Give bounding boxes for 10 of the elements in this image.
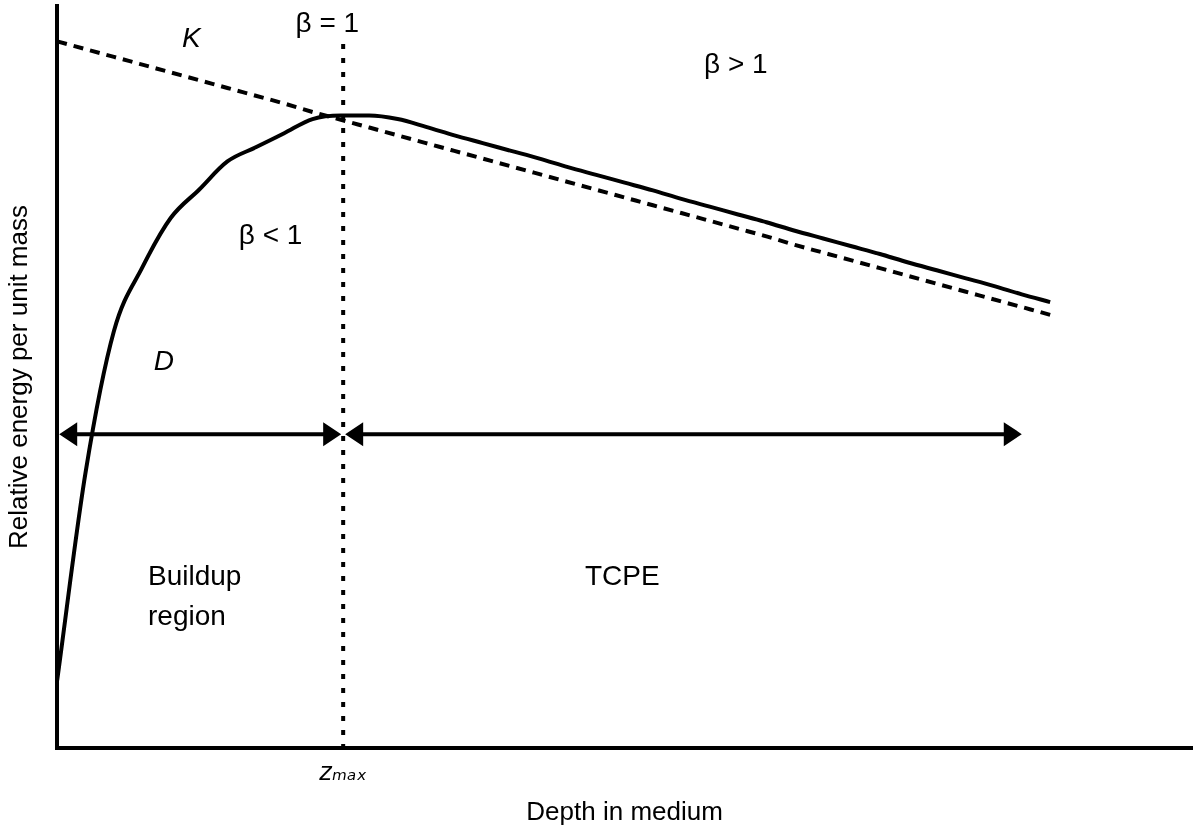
x-axis-title: Depth in medium [526, 795, 723, 826]
annotation: β < 1 [238, 218, 303, 250]
series-label: K [182, 22, 203, 54]
annotation: β > 1 [704, 48, 768, 80]
y-axis-title: Relative energy per unit mass [2, 205, 33, 549]
annotation: Buildup region [147, 560, 242, 632]
text: zₘₐₓ [318, 758, 367, 787]
series-label: D [153, 344, 174, 376]
text: β = 1 [295, 7, 360, 39]
annotation: TCPE [584, 560, 660, 592]
